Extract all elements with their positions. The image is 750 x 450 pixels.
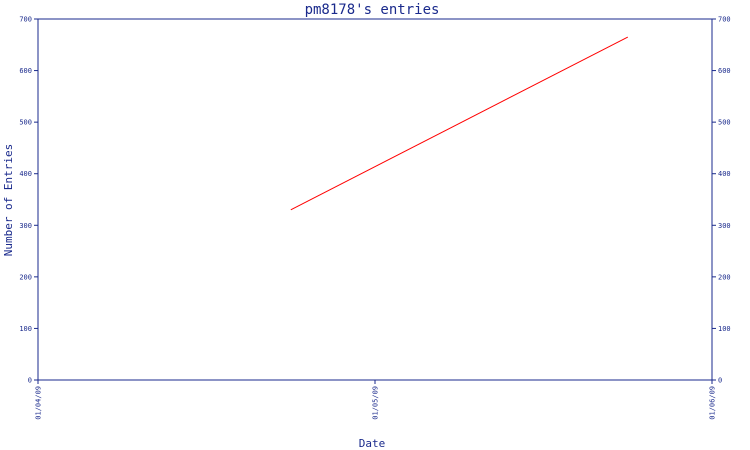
- left-y-axis-ticks: 0 100 200 300 400 500 600 700: [19, 16, 38, 385]
- y-tick-label-right: 0: [718, 377, 722, 385]
- y-tick-label-left: 200: [19, 273, 32, 281]
- series-line: [290, 36, 629, 211]
- x-tick-label: 01/05/09: [372, 386, 380, 420]
- y-tick-label-right: 200: [718, 273, 731, 281]
- y-tick-label-right: 400: [718, 170, 731, 178]
- y-axis-label: Number of Entries: [2, 144, 15, 257]
- y-tick-label-left: 700: [19, 16, 32, 24]
- y-tick-label-left: 500: [19, 119, 32, 127]
- x-axis-label: Date: [359, 437, 386, 450]
- x-tick-label: 01/04/09: [35, 386, 43, 420]
- y-tick-label-right: 600: [718, 67, 731, 75]
- y-tick-label-right: 700: [718, 16, 731, 24]
- x-tick-label: 01/06/09: [709, 386, 717, 420]
- y-tick-label-left: 600: [19, 67, 32, 75]
- y-tick-label-right: 300: [718, 222, 731, 230]
- data-series: [290, 36, 629, 211]
- y-tick-label-left: 300: [19, 222, 32, 230]
- y-tick-label-right: 500: [718, 119, 731, 127]
- y-tick-label-left: 100: [19, 325, 32, 333]
- y-tick-label-left: 400: [19, 170, 32, 178]
- right-y-axis-ticks: 0 100 200 300 400 500 600 700: [712, 16, 731, 385]
- x-axis-ticks: 01/04/09 01/05/09 01/06/09: [35, 380, 717, 420]
- y-tick-label-left: 0: [28, 377, 32, 385]
- y-tick-label-right: 100: [718, 325, 731, 333]
- chart-title: pm8178's entries: [305, 2, 440, 18]
- plot-area-frame: [37, 18, 713, 381]
